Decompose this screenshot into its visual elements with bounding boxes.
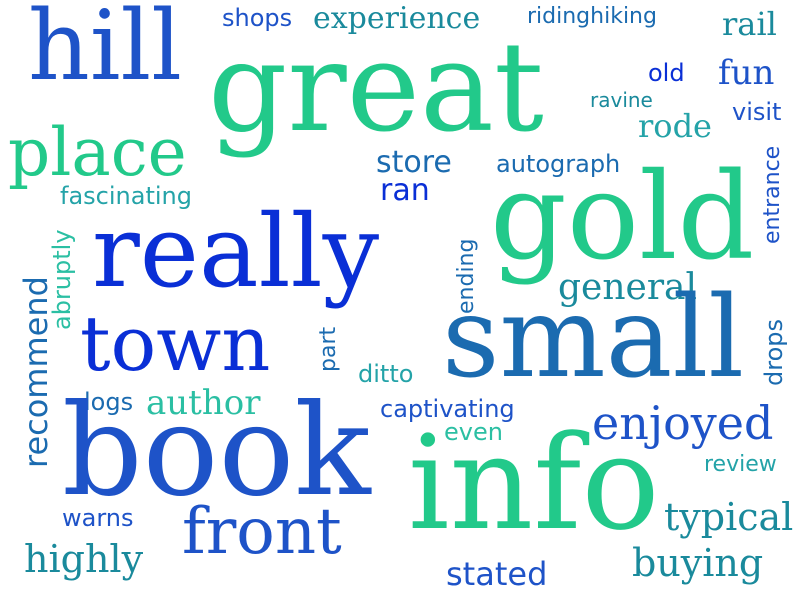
word-even: even [444,418,503,446]
word-stated: stated [446,555,548,593]
word-rail: rail [722,5,777,43]
word-autograph: autograph [496,150,621,178]
word-fascinating: fascinating [60,182,192,210]
word-general: general [558,267,698,308]
word-ran: ran [380,173,430,208]
word-buying: buying [632,541,764,585]
word-shops: shops [222,4,293,32]
word-store: store [376,145,452,180]
word-author: author [146,383,261,423]
word-part: part [316,326,341,372]
word-book: book [62,377,371,524]
word-ravine: ravine [590,88,653,112]
word-warns: warns [62,504,134,532]
word-visit: visit [732,98,782,126]
word-entrance: entrance [760,145,785,244]
word-info: info [408,407,660,559]
word-ridinghiking: ridinghiking [527,4,657,29]
word-logs: logs [84,388,134,416]
word-hill: hill [28,0,182,102]
word-ditto: ditto [358,360,414,388]
word-drops: drops [760,319,788,386]
word-front: front [182,495,342,569]
word-great: great [208,16,544,160]
word-highly: highly [24,537,144,581]
word-place: place [8,114,187,191]
word-small: small [442,273,745,403]
word-captivating: captivating [380,395,515,423]
word-rode: rode [638,107,712,145]
word-abruptly: abruptly [48,229,76,330]
word-town: town [80,299,271,388]
word-enjoyed: enjoyed [592,396,774,450]
word-typical: typical [664,495,794,539]
word-really: really [92,193,380,310]
word-review: review [704,452,777,477]
word-fun: fun [718,53,775,93]
word-experience: experience [313,1,481,36]
word-old: old [648,59,685,87]
word-gold: gold [490,148,755,287]
